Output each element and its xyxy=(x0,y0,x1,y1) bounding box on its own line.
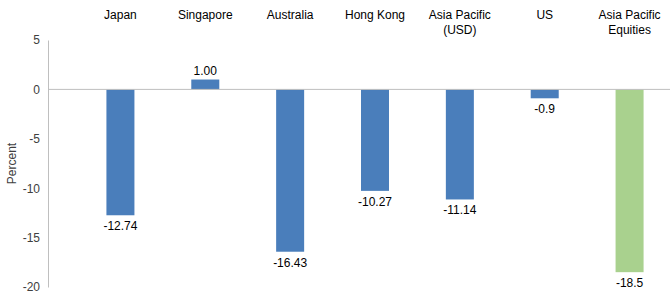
y-tick: -20 xyxy=(23,280,48,294)
chart: -20 -15 -10 -5 0 5 Percent Japan Singapore Austra… xyxy=(0,0,670,297)
data-label: -11.14 xyxy=(443,203,476,217)
bar xyxy=(276,89,304,251)
x-tick: Singapore xyxy=(178,8,233,22)
y-tick-label: -10 xyxy=(23,182,41,196)
x-tick: Asia PacificEquities xyxy=(599,8,661,37)
x-tick-label: Japan xyxy=(104,8,137,22)
bar xyxy=(361,89,389,190)
data-label: -12.74 xyxy=(103,219,137,233)
data-labels: -12.74 1.00 -16.43 -10.27 -11.14 -0.9 -18.5 xyxy=(103,64,643,291)
x-tick: Hong Kong xyxy=(345,8,405,22)
x-tick: Japan xyxy=(104,8,137,22)
y-tick-label: -5 xyxy=(29,132,40,146)
x-tick-label: Hong Kong xyxy=(345,8,405,22)
y-tick: -5 xyxy=(29,132,48,146)
data-label: -10.27 xyxy=(358,195,392,209)
y-axis-line xyxy=(48,41,49,288)
y-tick-label: 5 xyxy=(33,33,40,47)
x-tick: Asia Pacific(USD) xyxy=(429,8,491,37)
x-tick-label: US xyxy=(536,8,553,22)
x-tick: Australia xyxy=(267,8,314,22)
x-tick-label: Singapore xyxy=(178,8,233,22)
y-tick: -15 xyxy=(23,231,48,245)
y-tick-label: -20 xyxy=(23,280,41,294)
x-tick-label: Asia Pacific(USD) xyxy=(429,8,491,37)
x-tick: US xyxy=(536,8,553,22)
bar xyxy=(446,89,474,199)
bars xyxy=(106,80,643,273)
y-axis: -20 -15 -10 -5 0 5 xyxy=(23,33,49,294)
data-label: -0.9 xyxy=(534,102,555,116)
x-tick-label: Asia PacificEquities xyxy=(599,8,661,37)
y-tick: -10 xyxy=(23,182,48,196)
data-label: -18.5 xyxy=(616,276,644,290)
x-axis: Japan Singapore Australia Hong Kong Asia Pac… xyxy=(104,8,661,37)
y-tick: 0 xyxy=(33,83,48,97)
bar xyxy=(106,89,134,215)
bar xyxy=(616,89,644,272)
y-tick-label: -15 xyxy=(23,231,41,245)
bar xyxy=(531,89,559,98)
y-tick: 5 xyxy=(33,33,48,47)
y-axis-title: Percent xyxy=(5,142,19,184)
data-label: -16.43 xyxy=(273,256,307,270)
y-tick-label: 0 xyxy=(33,83,40,97)
bar xyxy=(191,80,219,90)
data-label: 1.00 xyxy=(194,64,218,78)
x-tick-label: Australia xyxy=(267,8,314,22)
zero-line xyxy=(48,89,670,90)
